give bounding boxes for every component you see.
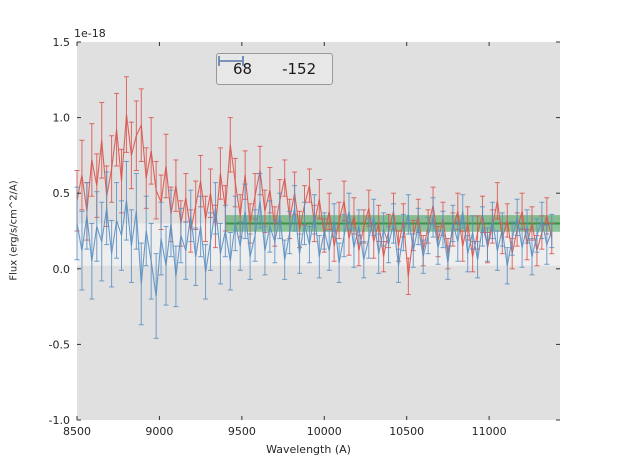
- legend-label-68: 68: [233, 60, 253, 78]
- x-tick-label: 9000: [145, 425, 173, 438]
- y-tick-label: 1.0: [53, 112, 71, 125]
- y-tick-label: -0.5: [49, 338, 70, 351]
- errorbar-glyph-blue-icon: [218, 56, 244, 66]
- y-tick-label: 0.0: [53, 263, 71, 276]
- x-axis-label: Wavelength (A): [266, 443, 351, 456]
- x-tick-label: 10500: [389, 425, 424, 438]
- legend: 68 -152: [216, 53, 334, 85]
- legend-label-minus152: -152: [282, 60, 317, 78]
- y-tick-label: 0.5: [53, 187, 71, 200]
- series-line--152: [76, 200, 553, 297]
- x-tick-label: 11000: [472, 425, 507, 438]
- x-tick-label: 9500: [228, 425, 256, 438]
- y-tick-label: -1.0: [49, 414, 70, 427]
- y-axis-offset-label: 1e-18: [74, 27, 106, 40]
- y-axis-label: Flux (erg/s/cm^2/A): [8, 180, 20, 281]
- legend-item-minus152: -152: [218, 56, 317, 78]
- x-tick-label: 10000: [307, 425, 342, 438]
- y-tick-label: 1.5: [53, 36, 71, 49]
- x-tick-label: 8500: [63, 425, 91, 438]
